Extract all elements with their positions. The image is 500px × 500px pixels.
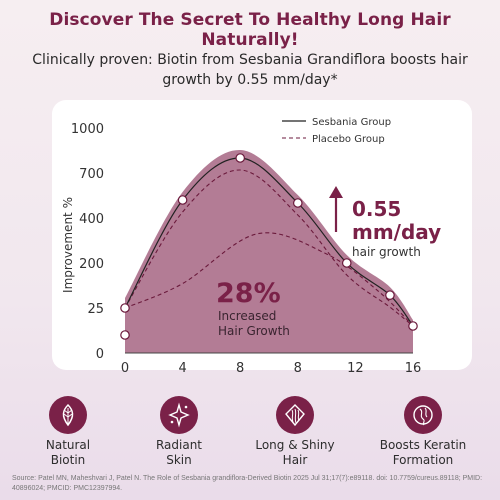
sesbania-point [120, 303, 130, 313]
feature-label: Natural Biotin [45, 438, 91, 467]
legend-placebo-label: Placebo Group [312, 134, 385, 145]
x-tick-label: 8 [236, 361, 244, 376]
sesbania-point [385, 290, 395, 300]
y-tick-label: 200 [79, 257, 104, 272]
growth-unit: mm/day [352, 220, 441, 244]
sesbania-point [341, 258, 352, 268]
feature-radiant-skin: Radiant Skin [124, 396, 234, 468]
improvement-chart: 0 25 200 400 700 1000 0 4 8 8 12 16 Improvement % Ses… [61, 117, 441, 376]
y-tick-label: 25 [87, 302, 104, 317]
growth-area [125, 149, 413, 353]
keratin-icon [404, 396, 442, 434]
percent-caption-2: Hair Growth [218, 324, 290, 338]
legend-sesbania-label: Sesbania Group [312, 117, 391, 128]
placebo-point [120, 330, 130, 340]
sesbania-point [408, 321, 418, 331]
sesbania-point [235, 153, 245, 163]
growth-arrow-head [329, 186, 343, 198]
feature-long-shiny-hair: Long & Shiny Hair [240, 396, 350, 468]
source-footnote: Source: Patel MN, Maheshvari J, Patel N.… [12, 475, 483, 492]
feature-label: Long & Shiny Hair [255, 438, 335, 467]
feature-boosts-keratin: Boosts Keratin Formation [368, 396, 478, 468]
percent-value: 28% [216, 278, 281, 309]
y-tick-label: 1000 [71, 122, 104, 137]
sesbania-point [292, 198, 303, 208]
x-tick-label: 12 [347, 361, 364, 376]
placebo-inner-line [124, 232, 414, 327]
feature-label: Boosts Keratin Formation [379, 438, 467, 467]
growth-value: 0.55 [352, 197, 401, 221]
y-tick-label: 400 [79, 212, 104, 227]
y-tick-label: 700 [79, 167, 104, 182]
feature-row: Natural Biotin Radiant Skin Long & Shiny… [0, 396, 500, 476]
sesbania-point [177, 195, 188, 205]
x-tick-label: 8 [294, 361, 302, 376]
feature-label: Radiant Skin [155, 438, 203, 467]
hair-icon [276, 396, 314, 434]
page-title: Discover The Secret To Healthy Long Hair… [49, 10, 451, 50]
x-tick-label: 16 [405, 361, 422, 376]
percent-caption-1: Increased [218, 309, 276, 323]
sparkle-icon [160, 396, 198, 434]
feature-natural-biotin: Natural Biotin [13, 396, 123, 468]
growth-caption: hair growth [352, 245, 421, 259]
y-axis-label: Improvement % [61, 197, 75, 293]
leaf-icon [49, 396, 87, 434]
x-tick-label: 0 [121, 361, 129, 376]
y-tick-label: 0 [96, 347, 104, 362]
x-tick-label: 4 [178, 361, 186, 376]
page-subtitle: Clinically proven: Biotin from Sesbania … [32, 52, 468, 88]
